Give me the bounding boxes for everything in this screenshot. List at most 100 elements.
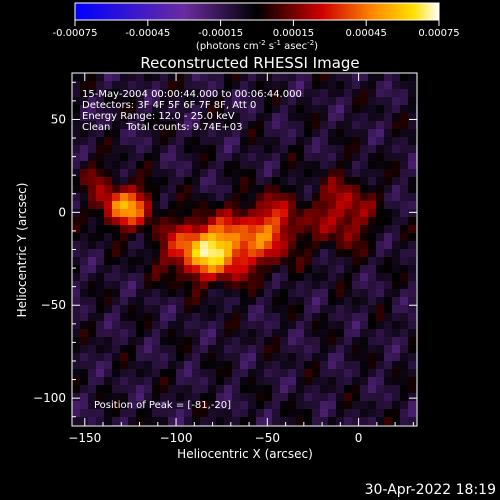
heatmap-cell <box>368 121 376 129</box>
heatmap-cell <box>240 297 248 305</box>
heatmap-cell <box>344 113 352 121</box>
heatmap-cell <box>128 209 136 217</box>
heatmap-cell <box>272 337 280 345</box>
heatmap-cell <box>408 385 416 393</box>
heatmap-cell <box>224 305 232 313</box>
heatmap-cell <box>336 105 344 113</box>
heatmap-cell <box>368 241 376 249</box>
heatmap-cell <box>136 137 144 145</box>
heatmap-cell <box>336 281 344 289</box>
heatmap-cell <box>352 273 360 281</box>
heatmap-cell <box>320 305 328 313</box>
heatmap-cell <box>120 385 128 393</box>
heatmap-cell <box>224 129 232 137</box>
heatmap-cell <box>192 249 200 257</box>
heatmap-cell <box>144 185 152 193</box>
heatmap-cell <box>96 225 104 233</box>
heatmap-cell <box>392 353 400 361</box>
heatmap-cell <box>112 273 120 281</box>
heatmap-cell <box>392 321 400 329</box>
heatmap-cell <box>224 249 232 257</box>
heatmap-cell <box>256 265 264 273</box>
heatmap-cell <box>208 361 216 369</box>
heatmap-cell <box>224 233 232 241</box>
heatmap-cell <box>96 161 104 169</box>
heatmap-cell <box>384 201 392 209</box>
heatmap-cell <box>104 313 112 321</box>
heatmap-cell <box>72 257 80 265</box>
heatmap-cell <box>384 257 392 265</box>
heatmap-cell <box>304 81 312 89</box>
heatmap-cell <box>104 273 112 281</box>
heatmap-cell <box>392 185 400 193</box>
heatmap-cell <box>96 121 104 129</box>
heatmap-cell <box>280 185 288 193</box>
heatmap-cell <box>256 185 264 193</box>
heatmap-cell <box>296 361 304 369</box>
heatmap-cell <box>112 153 120 161</box>
heatmap-cell <box>400 417 408 425</box>
heatmap-cell <box>304 409 312 417</box>
heatmap-cell <box>184 169 192 177</box>
heatmap-cell <box>232 313 240 321</box>
heatmap-cell <box>264 345 272 353</box>
heatmap-cell <box>144 201 152 209</box>
heatmap-cell <box>368 97 376 105</box>
heatmap-cell <box>192 97 200 105</box>
heatmap-cell <box>312 233 320 241</box>
heatmap-cell <box>168 105 176 113</box>
heatmap-cell <box>320 393 328 401</box>
heatmap-cell <box>352 73 360 81</box>
heatmap-cell <box>80 401 88 409</box>
heatmap-cell <box>368 217 376 225</box>
heatmap-cell <box>240 193 248 201</box>
heatmap-cell <box>184 97 192 105</box>
heatmap-cell <box>184 409 192 417</box>
heatmap-cell <box>232 321 240 329</box>
heatmap-cell <box>264 185 272 193</box>
heatmap-cell <box>256 225 264 233</box>
heatmap-cell <box>248 137 256 145</box>
heatmap-cell <box>200 193 208 201</box>
heatmap-cell <box>80 313 88 321</box>
heatmap-cell <box>96 97 104 105</box>
heatmap-cell <box>248 217 256 225</box>
heatmap-cell <box>336 409 344 417</box>
heatmap-cell <box>344 313 352 321</box>
heatmap-cell <box>272 105 280 113</box>
heatmap-cell <box>384 121 392 129</box>
heatmap-cell <box>376 337 384 345</box>
heatmap-cell <box>128 345 136 353</box>
heatmap-cell <box>224 89 232 97</box>
heatmap-cell <box>160 369 168 377</box>
heatmap-cell <box>264 161 272 169</box>
heatmap-cell <box>104 329 112 337</box>
heatmap-cell <box>80 121 88 129</box>
heatmap-cell <box>136 273 144 281</box>
heatmap-cell <box>272 329 280 337</box>
heatmap-cell <box>352 193 360 201</box>
heatmap-cell <box>112 105 120 113</box>
heatmap-cell <box>168 321 176 329</box>
heatmap-cell <box>152 273 160 281</box>
heatmap-cell <box>216 289 224 297</box>
heatmap-cell <box>352 129 360 137</box>
heatmap-cell <box>144 265 152 273</box>
heatmap-cell <box>184 353 192 361</box>
heatmap-cell <box>304 89 312 97</box>
heatmap-cell <box>96 289 104 297</box>
heatmap-cell <box>192 257 200 265</box>
heatmap-cell <box>264 145 272 153</box>
heatmap-cell <box>160 113 168 121</box>
heatmap-cell <box>224 281 232 289</box>
heatmap-cell <box>80 329 88 337</box>
heatmap-cell <box>184 337 192 345</box>
heatmap-cell <box>200 217 208 225</box>
heatmap-cell <box>96 185 104 193</box>
heatmap-cell <box>320 169 328 177</box>
heatmap-cell <box>256 73 264 81</box>
heatmap-cell <box>240 313 248 321</box>
heatmap-cell <box>280 217 288 225</box>
heatmap-cell <box>112 409 120 417</box>
heatmap-cell <box>136 417 144 425</box>
